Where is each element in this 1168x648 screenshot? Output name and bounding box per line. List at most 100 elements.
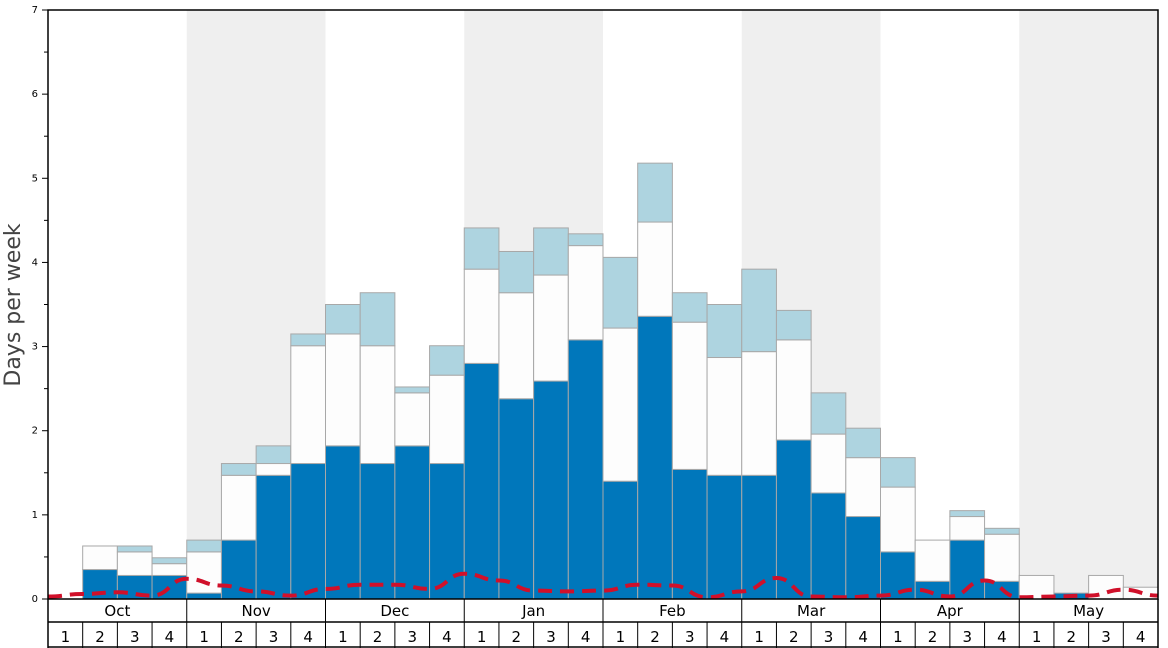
week-label: 2 <box>1067 628 1077 646</box>
week-label: 3 <box>685 628 695 646</box>
bar-series2-12 <box>463 268 500 364</box>
bar-series3-13 <box>498 250 535 294</box>
week-label: 1 <box>893 628 903 646</box>
bar-series1-16 <box>602 480 639 600</box>
week-label: 4 <box>581 628 591 646</box>
bar-series1-9 <box>359 463 396 600</box>
bar-series3-23 <box>845 427 881 459</box>
bar-series3-26 <box>949 510 986 518</box>
bar-series3-14 <box>533 227 569 276</box>
bar-series2-17 <box>637 221 673 317</box>
month-label-feb: Feb <box>659 602 686 620</box>
bar-series3-18 <box>671 292 708 323</box>
bar-series2-3 <box>151 563 188 576</box>
week-label: 1 <box>338 628 348 646</box>
week-label: 4 <box>165 628 175 646</box>
bar-series2-21 <box>775 339 812 441</box>
dashed-line <box>47 571 1159 600</box>
bar-series2-22 <box>810 433 847 494</box>
bar-series3-3 <box>151 557 188 565</box>
dashed-line-series <box>47 571 1159 600</box>
y-tick-label: 4 <box>32 257 38 268</box>
bar-series2-19 <box>706 357 743 476</box>
bar-series3-27 <box>984 527 1020 535</box>
bar-series3-19 <box>706 304 743 359</box>
week-label: 2 <box>373 628 383 646</box>
bar-series2-24 <box>880 486 916 553</box>
bar-series2-4 <box>186 551 222 594</box>
bar-series2-18 <box>671 321 708 470</box>
month-label-may: May <box>1073 602 1104 620</box>
bar-series1-20 <box>741 474 777 600</box>
bar-series3-20 <box>741 268 777 353</box>
bar-series2-15 <box>567 245 604 341</box>
week-label: 2 <box>95 628 105 646</box>
month-label-oct: Oct <box>104 602 130 620</box>
y-tick-label: 3 <box>32 342 38 353</box>
bar-series2-7 <box>290 345 326 465</box>
week-label: 3 <box>269 628 279 646</box>
y-tick-label: 2 <box>32 426 38 437</box>
week-label: 1 <box>754 628 764 646</box>
week-label: 3 <box>962 628 972 646</box>
bar-series2-16 <box>602 327 639 482</box>
week-label: 3 <box>546 628 556 646</box>
week-label: 4 <box>720 628 730 646</box>
bar-series3-12 <box>463 227 500 270</box>
bar-series3-22 <box>810 392 847 435</box>
bar-series3-16 <box>602 256 639 329</box>
y-tick-label: 1 <box>32 510 38 521</box>
week-label: 3 <box>1101 628 1111 646</box>
bar-series3-9 <box>359 292 396 347</box>
week-label: 1 <box>61 628 71 646</box>
week-label: 2 <box>512 628 522 646</box>
week-label: 4 <box>1136 628 1146 646</box>
week-label: 1 <box>199 628 209 646</box>
bar-series1-18 <box>671 468 708 600</box>
month-shade-may <box>1019 10 1158 599</box>
axes: 0 1 2 3 4 5 6 7 Oct 1 2 3 4 Nov 1 2 3 4 Dec 1 2 3 4 Jan 1 2 3 4 Feb 1… <box>32 5 1159 648</box>
week-label: 2 <box>928 628 938 646</box>
bar-series2-8 <box>325 333 361 447</box>
week-label: 3 <box>407 628 417 646</box>
bar-series1-22 <box>810 492 847 600</box>
bar-series2-9 <box>359 345 396 465</box>
bar-series2-13 <box>498 292 535 400</box>
bar-series3-24 <box>880 457 916 488</box>
bar-series1-8 <box>325 445 361 600</box>
y-tick-label: 0 <box>32 594 38 605</box>
bar-series3-15 <box>567 233 604 247</box>
bar-series2-11 <box>429 374 465 465</box>
month-label-nov: Nov <box>241 602 270 620</box>
bar-series2-2 <box>116 551 153 576</box>
month-label-mar: Mar <box>797 602 826 620</box>
bar-series2-25 <box>914 539 951 582</box>
week-label: 4 <box>997 628 1007 646</box>
week-label: 1 <box>616 628 626 646</box>
month-label-jan: Jan <box>521 602 545 620</box>
bar-series3-21 <box>775 309 812 341</box>
week-label: 4 <box>303 628 313 646</box>
week-label: 2 <box>789 628 799 646</box>
bar-series1-6 <box>255 474 292 600</box>
bar-series2-26 <box>949 516 986 541</box>
bar-series2-6 <box>255 463 292 476</box>
bar-series2-5 <box>220 474 257 541</box>
bar-series1-13 <box>498 398 535 600</box>
y-tick-label: 6 <box>32 89 38 100</box>
bar-series1-19 <box>706 474 743 600</box>
bar-series3-17 <box>637 162 673 223</box>
week-label: 3 <box>824 628 834 646</box>
bar-series1-15 <box>567 339 604 600</box>
bar-series2-23 <box>845 457 881 518</box>
bar-series2-27 <box>984 533 1020 582</box>
bar-series1-12 <box>463 362 500 600</box>
bar-series1-10 <box>394 445 431 600</box>
bar-series2-10 <box>394 392 431 447</box>
y-tick-label: 5 <box>32 173 38 184</box>
bar-series1-23 <box>845 516 881 600</box>
month-label-dec: Dec <box>380 602 409 620</box>
bar-series2-1 <box>82 545 118 571</box>
week-label: 2 <box>650 628 660 646</box>
